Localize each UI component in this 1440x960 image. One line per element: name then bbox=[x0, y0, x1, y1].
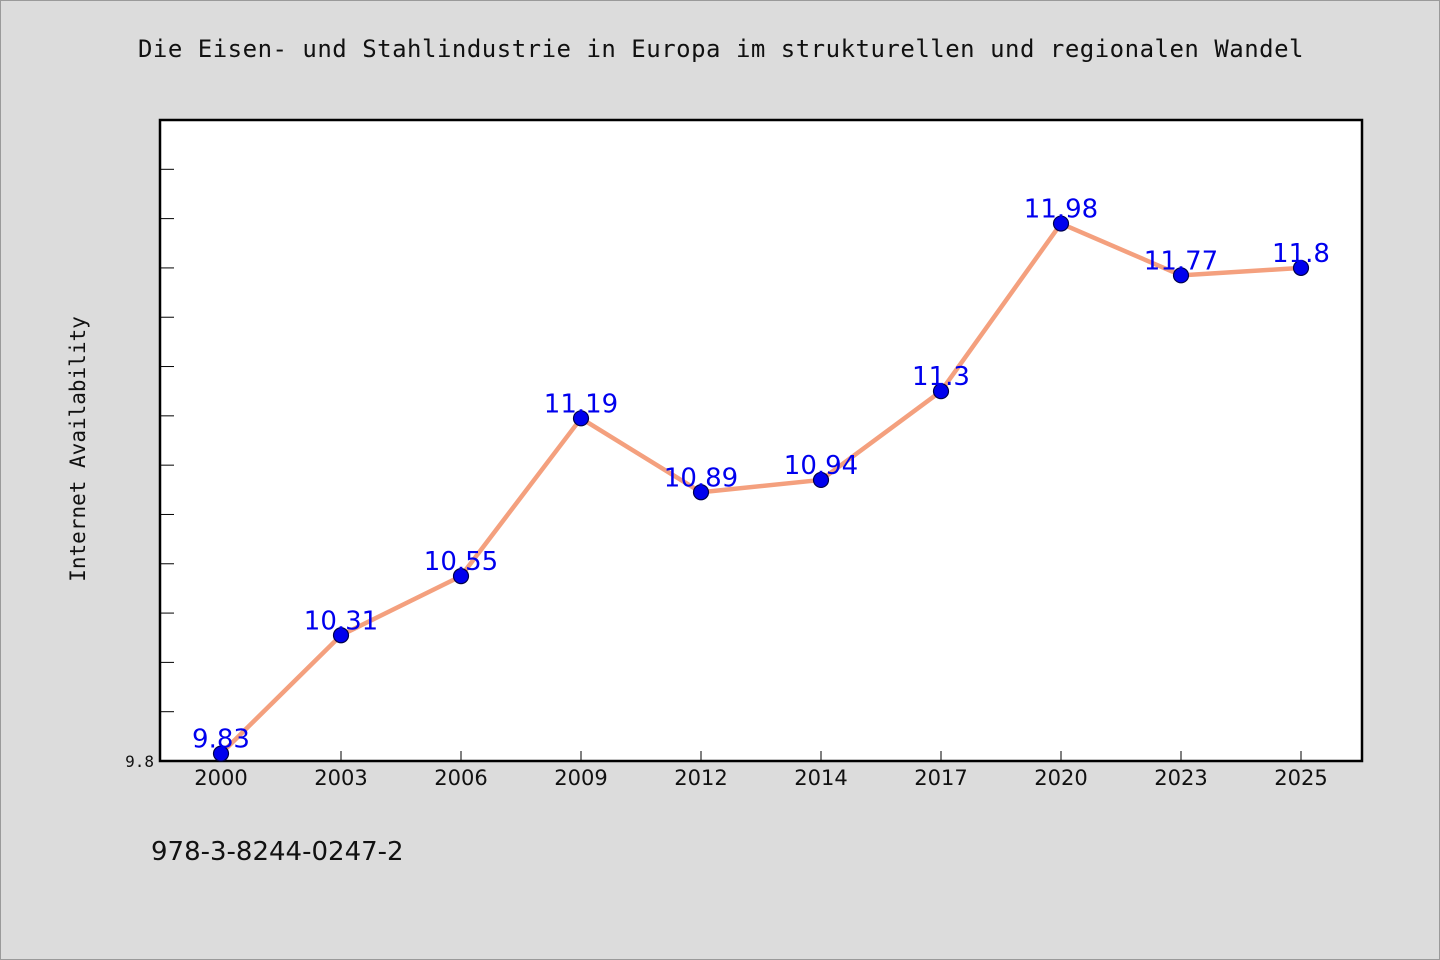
x-tick-label: 2012 bbox=[674, 766, 727, 790]
series-line bbox=[218, 221, 1304, 756]
data-label: 10.55 bbox=[424, 547, 498, 577]
data-point bbox=[572, 410, 590, 427]
data-point bbox=[1172, 267, 1190, 284]
data-label: 10.94 bbox=[784, 451, 858, 481]
data-label: 11.98 bbox=[1024, 195, 1098, 225]
data-point bbox=[212, 745, 230, 762]
data-label: 11.77 bbox=[1144, 246, 1218, 276]
x-tick-label: 2006 bbox=[434, 766, 487, 790]
data-point bbox=[1292, 259, 1310, 277]
y-axis-label: Internet Availability bbox=[66, 316, 90, 582]
x-tick-label: 2009 bbox=[554, 766, 607, 790]
x-tick-label: 2014 bbox=[794, 766, 847, 790]
isbn-text: 978-3-8244-0247-2 bbox=[151, 837, 404, 867]
data-point bbox=[332, 627, 350, 644]
y-axis-ticks: 9.8 bbox=[125, 168, 174, 771]
y-tick-label: 9.8 bbox=[125, 752, 154, 771]
data-label: 11.3 bbox=[912, 362, 970, 392]
data-point bbox=[932, 383, 950, 400]
data-point bbox=[452, 567, 470, 585]
x-tick-label: 2020 bbox=[1034, 766, 1087, 790]
x-tick-label: 2000 bbox=[194, 766, 247, 790]
data-labels: 9.83 10.31 10.55 11.19 10.89 10.94 11.3 11.98 11… bbox=[192, 195, 1330, 755]
data-point bbox=[1052, 215, 1070, 232]
data-point bbox=[812, 471, 830, 489]
x-tick-label: 2017 bbox=[914, 766, 967, 790]
data-label: 10.89 bbox=[664, 463, 738, 493]
x-tick-label: 2003 bbox=[314, 766, 367, 790]
data-label: 10.31 bbox=[304, 606, 378, 636]
data-label: 11.8 bbox=[1272, 239, 1330, 269]
x-tick-label: 2025 bbox=[1274, 766, 1327, 790]
data-label: 11.19 bbox=[544, 389, 618, 419]
series-layer bbox=[212, 215, 1310, 762]
plot-area bbox=[158, 118, 1364, 763]
x-tick-label: 2023 bbox=[1154, 766, 1207, 790]
chart-title: Die Eisen- und Stahlindustrie in Europa … bbox=[137, 35, 1305, 63]
x-axis-ticks: 2000 2003 2006 2009 2012 2014 2017 2020 2023 2025 bbox=[194, 751, 1328, 790]
data-label: 9.83 bbox=[192, 725, 250, 755]
data-point bbox=[692, 484, 710, 501]
